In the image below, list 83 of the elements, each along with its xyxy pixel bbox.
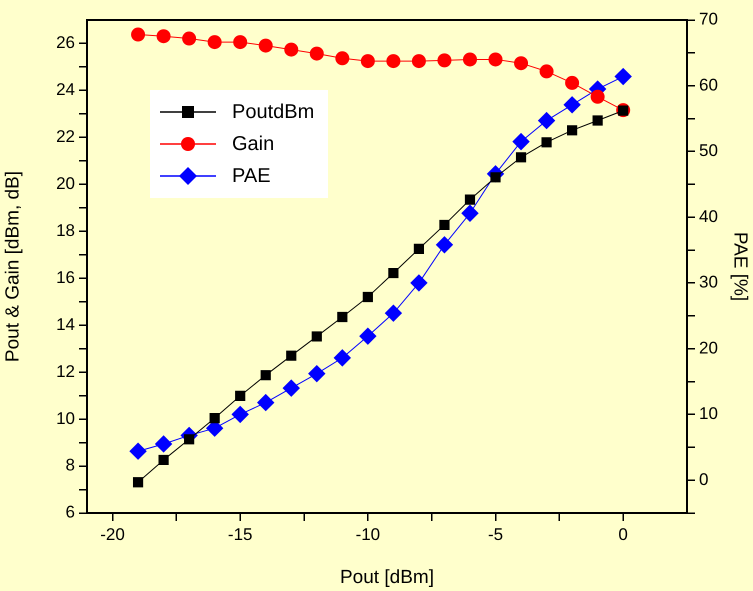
point [232,406,249,423]
x-tick-label: -20 [100,524,125,544]
point [567,125,578,136]
y2-tick-label: 50 [699,141,718,160]
point [410,274,428,292]
point [130,442,147,460]
point [514,56,528,70]
y2-tick-label: 0 [699,470,708,489]
y-tick-label: 18 [56,220,75,240]
y-tick-label: 10 [56,408,75,428]
point [210,413,220,424]
point [233,35,248,50]
y-axis-title: Pout & Gain [dBm, dB] [2,170,24,362]
y-tick-label: 26 [56,33,75,52]
point [360,54,375,68]
point [258,38,273,53]
point [565,76,580,90]
point [592,115,603,126]
point [334,349,351,366]
point [439,220,450,230]
x-tick-label: -15 [228,524,252,544]
y-tick-label: 22 [56,127,75,146]
point [337,312,348,322]
x-tick-label: 0 [618,524,628,544]
point [132,477,144,488]
point [335,51,350,66]
point [436,236,453,254]
point [184,434,194,444]
legend-label: PoutdBm [232,100,314,124]
point [437,53,452,68]
point [359,328,376,345]
point [286,350,296,361]
point [614,68,632,86]
y2-tick-label: 20 [699,338,718,358]
point [538,112,556,130]
point [461,204,478,222]
y2-tick-label: 10 [699,404,718,424]
point [284,42,298,57]
point [182,32,196,46]
point [260,370,271,380]
point [488,52,503,66]
point [362,292,373,302]
y2-axis-title: PAE [%] [729,232,750,302]
y-tick-label: 12 [56,362,75,381]
y-tick-label: 20 [56,174,75,194]
point [516,152,526,162]
point [414,244,424,254]
point [388,268,398,278]
point [310,46,324,61]
y2-tick-label: 60 [699,75,718,94]
point [208,35,222,50]
point [131,28,146,42]
point [235,390,246,401]
y2-tick-label: 40 [699,206,718,226]
point [156,29,171,44]
point [282,380,300,397]
point [412,54,426,68]
legend-label: PAE [232,164,271,188]
point [541,137,552,148]
y-tick-label: 14 [56,314,75,334]
point [308,365,326,382]
point [564,96,581,114]
point [540,64,554,78]
legend-label: Gain [232,132,274,156]
y-tick-label: 16 [56,268,75,287]
point [257,394,274,412]
point [155,435,172,452]
point [384,304,402,322]
x-axis-title: Pout [dBm] [340,566,434,588]
point [386,54,400,68]
y2-tick-label: 30 [699,272,718,292]
point [464,194,476,205]
y-tick-label: 6 [66,502,75,522]
point [312,331,322,342]
point [512,133,530,150]
point [462,52,477,66]
x-tick-label: -5 [488,524,504,544]
point [158,454,169,466]
y-tick-label: 24 [56,80,75,100]
x-tick-label: -10 [356,524,380,544]
point [590,90,605,104]
y-tick-label: 8 [66,456,75,475]
y2-tick-label: 70 [699,10,718,29]
